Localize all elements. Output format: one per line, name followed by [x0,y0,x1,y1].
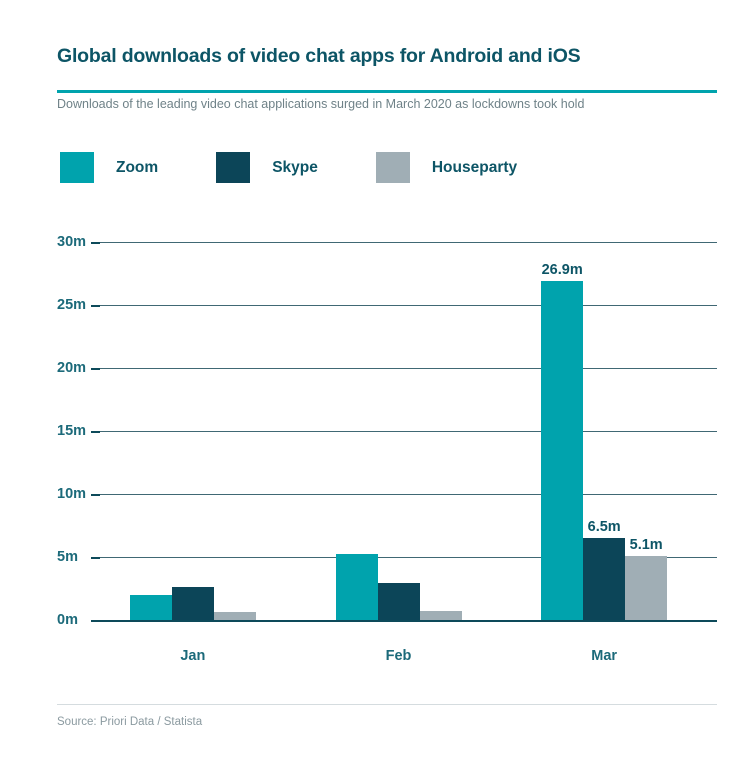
legend-label-skype: Skype [272,158,318,176]
gridline [100,242,717,243]
legend-swatch-skype [216,152,251,183]
x-axis-label-mar: Mar [591,648,618,664]
bar-skype-jan[interactable] [171,587,214,620]
bar-zoom-feb[interactable] [335,554,378,620]
y-axis-tickmark [91,305,100,307]
y-axis-tick-label: 20m [57,360,87,376]
title-underline-rule [57,90,717,93]
bar-houseparty-mar[interactable]: 5.1m [625,537,668,620]
bar-value-label: 6.5m [587,519,621,536]
source-note: Source: Priori Data / Statista [57,716,203,728]
legend-item-zoom[interactable]: Zoom [60,152,158,183]
legend-swatch-zoom [60,152,94,183]
y-axis-tick-label: 15m [57,423,87,439]
chart-subtitle: Downloads of the leading video chat appl… [57,97,585,111]
plot-area: 26.9m 6.5m 5.1m [100,242,717,622]
y-axis-tick-label: 0m [57,612,78,628]
gridline [100,557,717,558]
axis-baseline [100,620,717,622]
chart-legend: Zoom Skype Houseparty [60,152,517,183]
bar-skype-feb[interactable] [377,583,420,620]
y-axis-tick-label: 5m [57,549,78,565]
legend-label-houseparty: Houseparty [431,158,518,176]
footer-divider [57,704,717,705]
bar-houseparty-jan[interactable] [213,612,256,620]
y-axis-tick-label: 25m [57,297,87,313]
y-axis: 0m 5m 10m 15m 20m 25m 30m [57,234,101,628]
legend-item-houseparty[interactable]: Houseparty [375,152,518,183]
bar-value-label: 26.9m [541,262,583,279]
x-axis-label-jan: Jan [180,648,206,664]
y-axis-tickmark [91,494,100,496]
bar-zoom-jan[interactable] [129,594,172,620]
bar-zoom-mar[interactable]: 26.9m [541,262,584,620]
y-axis-tick-label: 10m [57,486,87,502]
x-axis-label-feb: Feb [385,648,412,664]
bar-group: 26.9m 6.5m 5.1m [100,242,717,620]
gridline [100,431,717,432]
y-axis-tickmark [91,242,100,244]
legend-swatch-houseparty [375,152,410,183]
y-axis-tick-label: 30m [57,234,87,250]
gridline [100,368,717,369]
bar-houseparty-feb[interactable] [419,611,462,620]
gridline [100,305,717,306]
y-axis-tickmark [91,557,100,559]
chart-title: Global downloads of video chat apps for … [57,45,581,67]
legend-item-skype[interactable]: Skype [216,152,318,183]
y-axis-tickmark [91,431,100,433]
y-axis-tickmark [91,620,100,622]
gridline [100,494,717,495]
y-axis-tickmark [91,368,100,370]
bar-skype-mar[interactable]: 6.5m [583,519,626,620]
legend-label-zoom: Zoom [116,158,159,176]
bar-value-label: 5.1m [629,536,663,553]
